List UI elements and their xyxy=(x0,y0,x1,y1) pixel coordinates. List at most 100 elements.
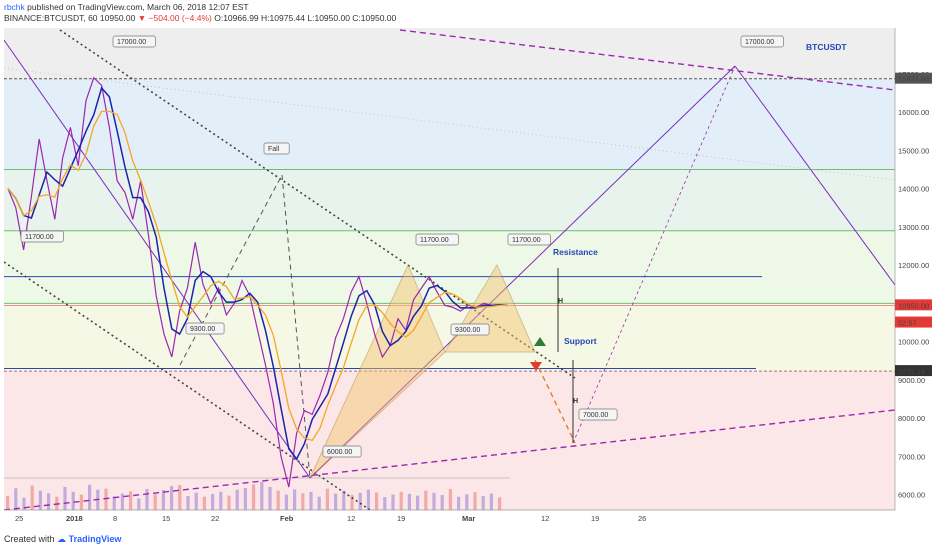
ohlc-low: L:10950.00 xyxy=(307,13,350,23)
y-tick-label: 9000.00 xyxy=(898,376,925,385)
chart-title: BTCUSDT xyxy=(806,42,847,52)
volume-bar xyxy=(63,486,67,510)
volume-bar xyxy=(276,490,280,510)
author-link[interactable]: rbchk xyxy=(4,2,25,12)
volume-bar xyxy=(260,482,264,510)
volume-bar xyxy=(30,485,34,510)
callout-label: 9300.00 xyxy=(455,327,480,334)
x-tick-label: 25 xyxy=(15,514,23,523)
change-down-icon: ▼ xyxy=(137,13,147,23)
x-tick-label: 2018 xyxy=(66,514,83,523)
callout-label: 11700.00 xyxy=(25,234,54,241)
callout-box xyxy=(507,233,551,246)
callout-label: 11700.00 xyxy=(420,237,449,244)
x-tick-label: 12 xyxy=(347,514,355,523)
trend-line-up xyxy=(309,65,736,479)
volume-bar xyxy=(22,497,26,510)
publish-info: published on TradingView.com, March 06, … xyxy=(24,2,249,12)
x-tick-label: 8 xyxy=(113,514,117,523)
volume-bar xyxy=(309,491,313,510)
volume-bar xyxy=(211,493,215,510)
ohlc-open: O:10966.99 xyxy=(214,13,259,23)
volume-bar xyxy=(350,494,354,510)
symbol-label[interactable]: BINANCE:BTCUSDT, 60 xyxy=(4,13,98,23)
volume-bar xyxy=(325,488,329,510)
volume-bar xyxy=(161,490,165,510)
y-tick-label: 13000.00 xyxy=(898,223,929,232)
volume-bar xyxy=(71,491,75,510)
y-tick-label: 7000.00 xyxy=(898,452,925,461)
callout-box xyxy=(578,408,618,421)
ma-fast-line xyxy=(7,86,508,461)
x-tick-label: 26 xyxy=(638,514,646,523)
ohlc-high: H:10975.44 xyxy=(261,13,305,23)
y-tick-label: 14000.00 xyxy=(898,185,929,194)
volume-bar xyxy=(129,491,133,510)
volume-bar xyxy=(112,496,116,510)
x-tick-label: 19 xyxy=(591,514,599,523)
volume-bar xyxy=(178,485,182,510)
volume-bar xyxy=(366,489,370,510)
footer: Created with ☁ TradingView xyxy=(4,531,121,547)
volume-bar xyxy=(38,490,42,510)
x-tick-label: 19 xyxy=(397,514,405,523)
x-tick-label: 12 xyxy=(541,514,549,523)
last-price: 10950.00 xyxy=(99,13,136,23)
tradingview-logo-icon[interactable]: ☁ xyxy=(57,534,67,544)
volume-bar xyxy=(235,489,239,510)
volume-bar xyxy=(88,484,92,510)
price-change: −504.00 (−4.4%) xyxy=(148,13,212,23)
price-label: 52:57 xyxy=(898,319,917,328)
volume-bar xyxy=(481,496,485,510)
y-tick-label: 8000.00 xyxy=(898,414,925,423)
fall-line-2 xyxy=(281,174,311,479)
volume-bar xyxy=(448,489,452,510)
x-tick-label: Mar xyxy=(462,514,475,523)
y-tick-label: 6000.00 xyxy=(898,491,925,500)
dashed-channel-top xyxy=(399,29,895,91)
price-axis-bg xyxy=(895,28,932,510)
callout-label: 11700.00 xyxy=(512,237,541,244)
callout-box xyxy=(20,230,64,243)
arrow-up-icon xyxy=(534,337,546,346)
price-label: 10950.00 xyxy=(898,301,929,310)
volume-bar xyxy=(440,494,444,510)
zone-band-2 xyxy=(4,169,895,231)
volume-bar xyxy=(383,497,387,510)
height-label: H xyxy=(573,398,578,405)
height-label: H xyxy=(558,298,563,305)
resistance-label: Resistance xyxy=(553,247,598,257)
volume-bar xyxy=(457,496,461,510)
volume-bar xyxy=(47,493,51,510)
zone-band-5 xyxy=(4,371,895,510)
volume-bar xyxy=(293,489,297,510)
volume-bar xyxy=(465,494,469,510)
volume-bar xyxy=(170,486,174,510)
zone-band-1 xyxy=(4,78,895,170)
volume-bar xyxy=(375,492,379,510)
x-tick-label: Feb xyxy=(280,514,294,523)
zone-band-4 xyxy=(4,303,895,372)
support-label: Support xyxy=(564,336,597,346)
trend-line-right xyxy=(734,65,895,286)
chart-header: rbchk published on TradingView.com, Marc… xyxy=(4,2,904,26)
volume-bar xyxy=(342,490,346,510)
trend-line-down xyxy=(4,39,311,479)
price-label: 16874.84 xyxy=(898,75,929,84)
volume-bar xyxy=(268,486,272,510)
price-label: 9231.14 xyxy=(898,367,925,376)
volume-bar xyxy=(55,496,59,510)
volume-bar xyxy=(104,488,108,510)
callout-box xyxy=(415,233,459,246)
callout-box xyxy=(185,322,225,335)
projection-line xyxy=(572,65,736,444)
volume-bar xyxy=(498,497,502,510)
x-tick-label: 15 xyxy=(162,514,170,523)
y-tick-label: 16000.00 xyxy=(898,108,929,117)
volume-bar xyxy=(424,490,428,510)
volume-bar xyxy=(219,491,223,510)
footer-brand[interactable]: TradingView xyxy=(68,534,122,544)
y-tick-label: 10000.00 xyxy=(898,338,929,347)
volume-bar xyxy=(243,487,247,510)
